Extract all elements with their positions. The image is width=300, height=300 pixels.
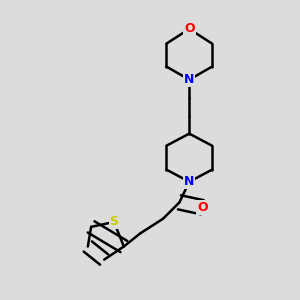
Text: N: N <box>184 175 194 188</box>
Text: O: O <box>197 201 208 214</box>
Text: O: O <box>184 22 195 35</box>
Text: S: S <box>110 215 118 229</box>
Text: N: N <box>184 73 194 86</box>
